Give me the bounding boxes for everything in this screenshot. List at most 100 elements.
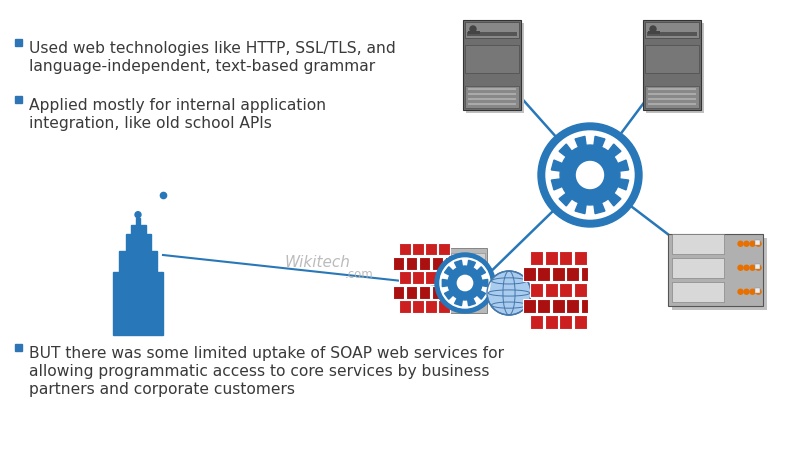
Text: allowing programmatic access to core services by business: allowing programmatic access to core ser… <box>29 364 490 379</box>
Circle shape <box>750 241 755 246</box>
Circle shape <box>487 271 531 315</box>
Bar <box>418 286 430 298</box>
Circle shape <box>744 241 749 246</box>
Bar <box>566 267 580 281</box>
Bar <box>523 298 536 313</box>
Bar <box>668 234 762 306</box>
Bar <box>432 257 443 270</box>
Bar <box>399 300 410 313</box>
Bar <box>399 271 410 284</box>
Bar <box>559 282 572 297</box>
Bar <box>537 267 550 281</box>
Polygon shape <box>442 260 487 306</box>
Bar <box>672 281 723 302</box>
Bar <box>581 267 588 281</box>
Bar <box>113 272 163 335</box>
Bar <box>405 257 417 270</box>
Bar <box>573 250 587 265</box>
Circle shape <box>756 265 761 270</box>
Bar <box>647 32 697 36</box>
Bar <box>545 282 557 297</box>
Bar <box>466 23 524 113</box>
Circle shape <box>750 265 755 270</box>
Bar <box>530 315 543 329</box>
Bar <box>559 315 572 329</box>
Bar <box>537 298 550 313</box>
Polygon shape <box>552 136 629 213</box>
Text: language-independent, text-based grammar: language-independent, text-based grammar <box>29 59 375 74</box>
Bar <box>545 250 557 265</box>
Bar <box>648 98 696 100</box>
Circle shape <box>756 241 761 246</box>
Bar <box>646 23 704 113</box>
Bar <box>754 240 759 245</box>
Bar <box>648 31 660 34</box>
Bar <box>432 286 443 298</box>
Bar <box>645 45 699 73</box>
Text: Used web technologies like HTTP, SSL/TLS, and: Used web technologies like HTTP, SSL/TLS… <box>29 41 396 56</box>
Bar <box>425 243 436 255</box>
Bar <box>444 286 451 298</box>
Bar <box>465 86 519 108</box>
Circle shape <box>738 241 743 246</box>
Bar <box>648 88 696 90</box>
Bar <box>672 233 723 254</box>
Bar <box>672 238 766 310</box>
Bar <box>444 257 451 270</box>
Text: partners and corporate customers: partners and corporate customers <box>29 382 295 397</box>
Bar <box>136 218 140 225</box>
Bar <box>530 282 543 297</box>
Bar <box>754 264 759 269</box>
Bar <box>449 248 487 313</box>
Bar <box>552 298 564 313</box>
Bar <box>418 257 430 270</box>
Bar <box>412 243 424 255</box>
Circle shape <box>457 275 473 291</box>
Bar <box>393 257 404 270</box>
Bar <box>573 282 587 297</box>
Bar <box>643 20 701 110</box>
Bar <box>451 253 485 267</box>
Bar <box>438 300 449 313</box>
Circle shape <box>756 289 761 294</box>
Bar <box>425 271 436 284</box>
Bar <box>468 103 516 105</box>
Text: Wikitech: Wikitech <box>285 255 351 270</box>
Bar <box>412 300 424 313</box>
Bar <box>566 298 580 313</box>
Bar <box>405 286 417 298</box>
Bar <box>754 288 759 293</box>
Bar <box>523 267 536 281</box>
Text: BUT there was some limited uptake of SOAP web services for: BUT there was some limited uptake of SOA… <box>29 346 504 361</box>
Bar <box>438 243 449 255</box>
Bar <box>468 98 516 100</box>
Bar <box>399 243 410 255</box>
Bar <box>15 344 22 351</box>
Bar <box>15 96 22 103</box>
Bar <box>465 22 519 38</box>
Bar <box>468 93 516 95</box>
Circle shape <box>738 289 743 294</box>
Circle shape <box>738 265 743 270</box>
Circle shape <box>650 26 656 32</box>
Bar <box>645 22 699 38</box>
Bar <box>412 271 424 284</box>
Circle shape <box>440 258 490 308</box>
Bar <box>425 300 436 313</box>
Circle shape <box>744 265 749 270</box>
Bar <box>645 86 699 108</box>
Bar <box>465 45 519 73</box>
Text: Applied mostly for internal application: Applied mostly for internal application <box>29 98 326 113</box>
Bar <box>545 315 557 329</box>
Bar <box>119 251 157 272</box>
Circle shape <box>435 253 495 313</box>
Bar <box>559 250 572 265</box>
Circle shape <box>576 162 603 188</box>
Bar <box>438 271 449 284</box>
Circle shape <box>135 212 141 218</box>
Bar <box>648 103 696 105</box>
Bar <box>552 267 564 281</box>
Bar <box>126 234 150 251</box>
Bar <box>15 39 22 46</box>
Bar <box>581 298 588 313</box>
